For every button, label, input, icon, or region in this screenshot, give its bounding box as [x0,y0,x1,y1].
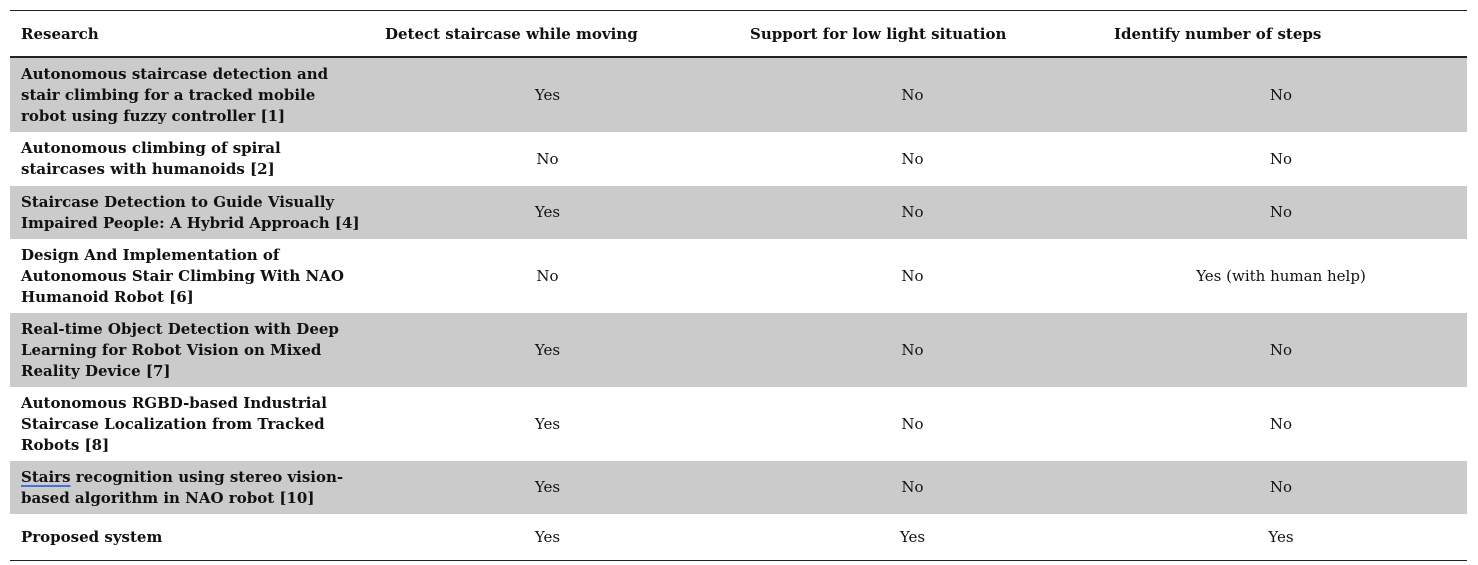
low-light-cell: No [730,186,1095,239]
table-row: Real-time Object Detection with Deep Lea… [10,313,1467,387]
table-row: Autonomous climbing of spiral staircases… [10,132,1467,186]
table-row: Design And Implementation of Autonomous … [10,239,1467,313]
num-steps-cell: No [1095,313,1467,387]
low-light-cell: No [901,414,924,433]
table-body: Autonomous staircase detection and stair… [10,57,1467,561]
research-cell-text: recognition using stereo vision-based al… [21,467,344,507]
header-research: Research [21,25,99,43]
research-cell: Design And Implementation of Autonomous … [21,245,344,306]
table-row: Stairs recognition using stereo vision-b… [10,461,1467,514]
detect-moving-cell: Yes [365,461,730,514]
research-cell: Autonomous staircase detection and stair… [10,57,365,132]
header-low-light: Support for low light situation [750,25,1007,43]
low-light-cell: Yes [899,527,926,546]
detect-moving-cell: Yes [534,527,561,546]
low-light-cell: No [730,313,1095,387]
table-row: Staircase Detection to Guide Visually Im… [10,186,1467,239]
low-light-cell: No [730,461,1095,514]
header-row: Research Detect staircase while moving S… [10,10,1467,57]
spellcheck-flagged-word: Stairs [21,467,71,486]
detect-moving-cell: Yes [365,313,730,387]
detect-moving-cell: Yes [534,414,561,433]
detect-moving-cell: No [536,149,559,168]
table-row: Autonomous staircase detection and stair… [10,57,1467,132]
research-cell: Autonomous climbing of spiral staircases… [21,139,281,178]
num-steps-cell: Yes [1268,527,1294,546]
low-light-cell: No [901,266,924,285]
header-num-steps: Identify number of steps [1114,25,1322,43]
research-cell: Stairs recognition using stereo vision-b… [10,461,365,514]
header-detect-moving: Detect staircase while moving [385,25,638,43]
low-light-cell: No [901,149,924,168]
table-row-proposed-system: Proposed system Yes Yes Yes [10,514,1467,561]
research-cell: Staircase Detection to Guide Visually Im… [10,186,365,239]
num-steps-cell: No [1269,149,1293,168]
detect-moving-cell: Yes [365,186,730,239]
comparison-table-container: Research Detect staircase while moving S… [10,10,1467,561]
num-steps-cell: Yes (with human help) [1196,266,1366,285]
detect-moving-cell: Yes [365,57,730,132]
comparison-table: Research Detect staircase while moving S… [10,10,1467,561]
num-steps-cell: No [1095,57,1467,132]
num-steps-cell: No [1269,414,1293,433]
num-steps-cell: No [1095,461,1467,514]
table-row: Autonomous RGBD-based Industrial Stairca… [10,387,1467,461]
research-cell: Proposed system [21,527,163,546]
num-steps-cell: No [1095,186,1467,239]
table-header: Research Detect staircase while moving S… [10,10,1467,57]
research-cell: Autonomous RGBD-based Industrial Stairca… [21,393,327,454]
research-cell: Real-time Object Detection with Deep Lea… [10,313,365,387]
low-light-cell: No [730,57,1095,132]
detect-moving-cell: No [536,266,559,285]
